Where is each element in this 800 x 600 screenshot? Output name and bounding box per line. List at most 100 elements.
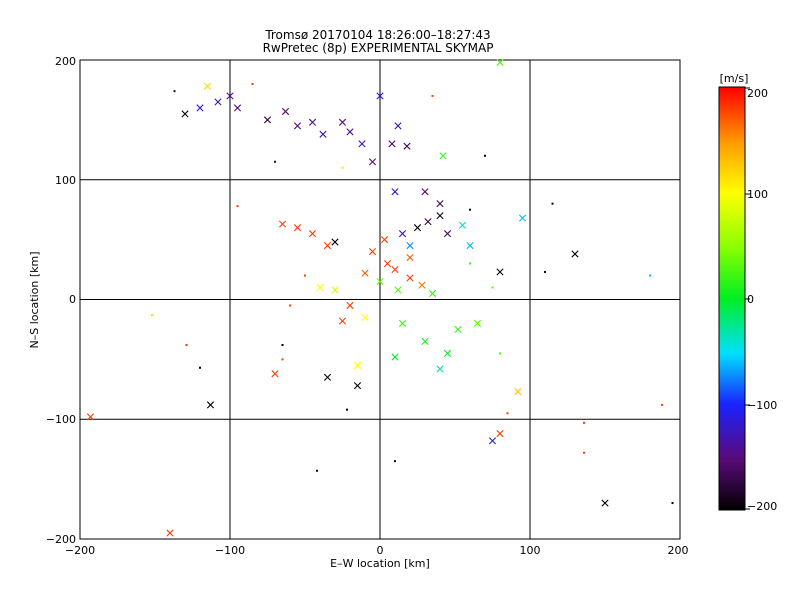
echo-marker-x: [353, 361, 362, 369]
echo-marker-stroke: [214, 98, 222, 106]
x-tick-label: −100: [215, 544, 245, 557]
echo-marker-stroke: [226, 92, 234, 100]
echo-marker-stroke: [391, 265, 399, 274]
echo-marker-stroke: [458, 221, 467, 229]
colorbar: [718, 86, 746, 511]
echo-marker-stroke: [323, 373, 332, 381]
echo-marker-stroke: [278, 220, 287, 228]
echo-marker-stroke: [436, 212, 444, 220]
x-axis-label: E–W location [km]: [330, 557, 430, 570]
x-tick-label: 0: [377, 544, 384, 557]
echo-marker-dot: [491, 286, 494, 289]
echo-marker-x: [488, 437, 497, 445]
echo-marker-x: [166, 529, 174, 537]
chart-subtitle: RwPretec (8p) EXPERIMENTAL SKYMAP: [263, 41, 494, 55]
echo-marker-dot: [304, 274, 306, 277]
echo-marker-x: [281, 107, 290, 116]
echo-marker-stroke: [380, 236, 389, 244]
echo-marker-stroke: [394, 286, 402, 294]
echo-marker-x: [233, 104, 242, 112]
y-tick-label: 200: [55, 55, 76, 68]
echo-marker-stroke: [353, 361, 362, 369]
echo-marker-x: [473, 319, 482, 328]
colorbar-label: [m/s]: [720, 72, 749, 85]
echo-marker-x: [319, 130, 327, 138]
data-points: [86, 58, 674, 537]
echo-marker-stroke: [86, 413, 95, 421]
echo-marker-stroke: [436, 200, 444, 208]
echo-marker-dot: [551, 202, 554, 205]
echo-marker-stroke: [443, 349, 452, 357]
echo-marker-x: [226, 92, 234, 100]
echo-marker-x: [331, 238, 339, 246]
echo-marker-x: [346, 301, 354, 310]
echo-marker-x: [514, 388, 522, 396]
echo-marker-stroke: [271, 370, 279, 378]
colorbar-tick-labels: 200 100 0 −100 −200: [747, 87, 777, 513]
echo-marker-stroke: [368, 158, 377, 166]
echo-marker-x: [368, 248, 377, 256]
echo-marker-stroke: [331, 238, 339, 246]
echo-marker-stroke: [496, 58, 504, 66]
echo-marker-x: [388, 140, 396, 148]
echo-marker-dot: [251, 82, 254, 85]
echo-marker-stroke: [383, 259, 392, 268]
echo-marker-stroke: [428, 289, 437, 298]
echo-marker-stroke: [376, 277, 384, 286]
echo-marker-stroke: [518, 214, 527, 222]
x-tick-label: 100: [520, 544, 541, 557]
echo-marker-stroke: [293, 122, 302, 130]
echo-marker-stroke: [166, 529, 174, 537]
echo-marker-dot: [236, 205, 239, 208]
echo-marker-stroke: [358, 140, 366, 148]
echo-marker-x: [353, 382, 362, 390]
echo-marker-x: [454, 325, 462, 334]
echo-marker-stroke: [496, 268, 504, 276]
echo-marker-stroke: [421, 188, 429, 196]
echo-marker-x: [391, 188, 399, 196]
y-tick-label: −100: [46, 413, 76, 426]
echo-marker-stroke: [424, 218, 432, 226]
echo-marker-stroke: [514, 388, 522, 396]
echo-marker-x: [443, 349, 452, 357]
echo-marker-stroke: [466, 242, 474, 250]
echo-marker-x: [368, 158, 377, 166]
echo-marker-x: [391, 353, 399, 361]
echo-marker-stroke: [206, 401, 215, 409]
echo-marker-stroke: [181, 110, 189, 118]
echo-marker-x: [361, 313, 369, 322]
echo-marker-x: [398, 319, 407, 328]
echo-marker-dot: [469, 208, 471, 211]
echo-marker-stroke: [361, 269, 369, 277]
echo-marker-dot: [394, 460, 396, 463]
echo-marker-x: [443, 230, 452, 238]
echo-marker-stroke: [346, 301, 354, 310]
echo-marker-x: [406, 253, 414, 262]
echo-marker-stroke: [338, 317, 347, 325]
echo-marker-x: [436, 365, 444, 373]
echo-marker-stroke: [406, 274, 414, 282]
echo-marker-x: [436, 200, 444, 208]
echo-marker-dot: [544, 270, 546, 273]
echo-marker-x: [421, 337, 429, 346]
y-tick-label: 0: [69, 293, 76, 306]
echo-marker-dot: [484, 154, 486, 157]
echo-marker-x: [418, 281, 426, 289]
colorbar-tick-label: 0: [747, 293, 754, 306]
echo-marker-x: [206, 401, 215, 409]
echo-marker-x: [346, 128, 354, 136]
echo-marker-x: [293, 122, 302, 130]
echo-marker-x: [466, 242, 474, 250]
echo-marker-dot: [289, 304, 291, 307]
echo-marker-x: [394, 122, 402, 130]
echo-marker-dot: [281, 344, 284, 347]
echo-marker-x: [439, 152, 447, 160]
echo-marker-x: [308, 230, 317, 238]
echo-marker-x: [406, 274, 414, 282]
echo-marker-x: [421, 188, 429, 196]
echo-marker-stroke: [376, 92, 384, 100]
echo-marker-dot: [281, 358, 284, 361]
echo-marker-x: [271, 370, 279, 378]
y-axis-label: N–S location [km]: [28, 251, 41, 348]
echo-marker-stroke: [281, 107, 290, 116]
